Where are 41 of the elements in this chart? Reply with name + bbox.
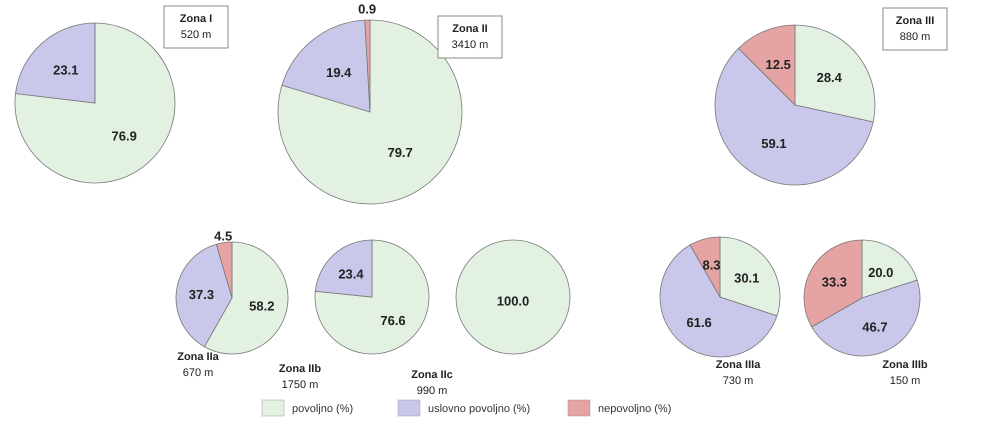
text: 3410 m [452,39,488,51]
text: 520 m [180,29,212,41]
data-label: 0.9 [358,2,376,17]
text: Zona IIc [411,369,453,381]
data-label: 12.5 [766,56,791,72]
text: 880 m [900,31,930,43]
text: Zona III [896,15,934,27]
data-label: 23.1 [53,62,78,78]
chart-title: Zona I [180,13,212,25]
text: Zona IIb [278,363,322,375]
text: 990 m [416,385,448,397]
text: Zona IIIb [882,359,928,371]
data-label: 79.7 [387,145,413,160]
data-label: 8.3 [702,258,721,273]
data-label: 46.7 [862,320,888,335]
data-label: 19.4 [326,64,352,80]
legend-label: uslovno povoljno (%) [428,403,530,415]
data-label: 30.1 [734,270,760,286]
data-label: 76.9 [112,128,137,144]
data-label: 33.3 [822,274,848,290]
text: 150 m [890,375,920,387]
pie-slice [314,240,430,354]
data-label: 59.1 [761,136,787,152]
data-label: 28.4 [816,70,843,85]
pie-slice [14,22,176,184]
text: Zona IIIa [716,359,762,371]
data-label: 58.2 [249,298,274,314]
legend-label: nepovoljno (%) [598,403,672,415]
text: 730 m [722,375,754,387]
text: 1750 m [282,379,318,391]
data-label: 4.5 [214,228,232,244]
data-label: 37.3 [188,286,214,302]
data-label: 20.0 [868,264,894,280]
text: Zona IIa [177,351,220,363]
data-label: 61.6 [686,315,712,330]
data-label: 100.0 [496,294,530,309]
legend-label: povoljno (%) [292,403,354,415]
data-label: 23.4 [338,266,364,282]
text: Zona II [452,23,488,35]
data-label: 76.6 [380,312,406,328]
text: 670 m [182,367,214,379]
